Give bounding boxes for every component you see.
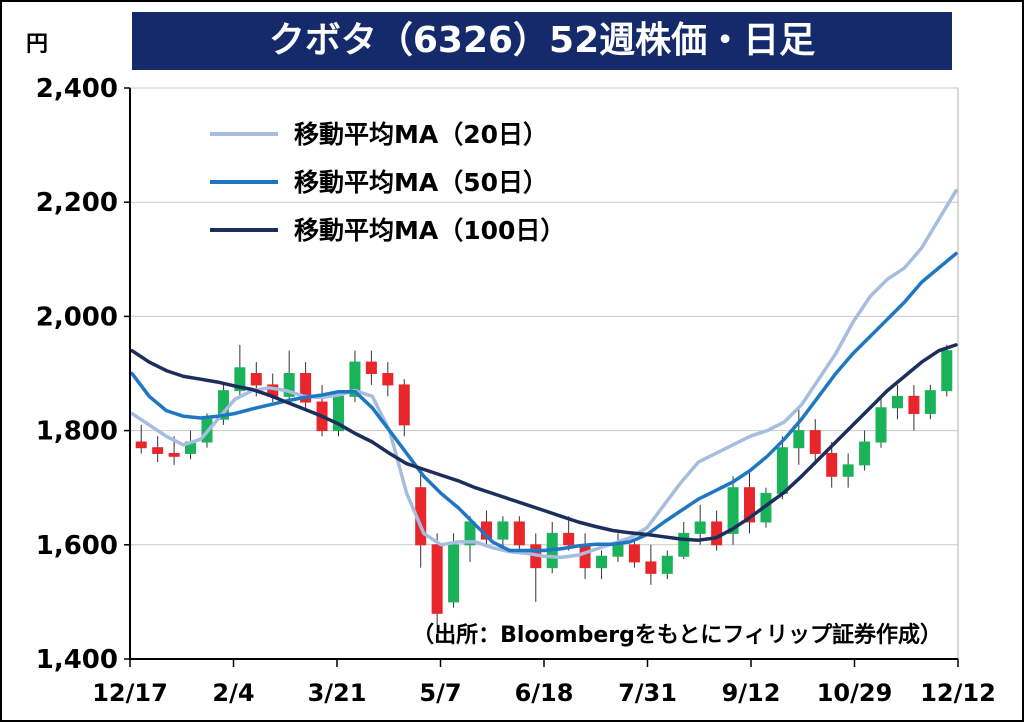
ma-line-2 bbox=[130, 343, 958, 542]
candle-down bbox=[645, 561, 657, 574]
legend-label: 移動平均MA（100日） bbox=[294, 216, 565, 245]
x-tick-label: 7/31 bbox=[618, 679, 677, 707]
candle-down bbox=[382, 373, 394, 386]
chart-title-bar: クボタ（6326）52週株価・日足 bbox=[132, 12, 952, 70]
candle-up bbox=[283, 373, 295, 397]
candle-up bbox=[727, 487, 739, 534]
y-axis-unit-label: 円 bbox=[26, 32, 49, 57]
candle-up bbox=[497, 521, 509, 540]
candle-up bbox=[349, 361, 361, 397]
candle-down bbox=[744, 487, 755, 523]
source-note: （出所：Bloombergをもとにフィリップ証券作成） bbox=[412, 622, 942, 648]
candle-up bbox=[678, 532, 690, 557]
candle-down bbox=[579, 544, 591, 569]
ma-line-0 bbox=[130, 189, 958, 560]
candle-down bbox=[908, 395, 920, 414]
legend-label: 移動平均MA（20日） bbox=[294, 120, 548, 149]
axes: 1,400 1,600 1,800 2,000 2,200 2,400 12/17 2/4 3/… bbox=[36, 74, 996, 707]
ma-line-1 bbox=[130, 251, 958, 553]
y-tick-label: 2,400 bbox=[36, 74, 118, 104]
candle-down bbox=[135, 441, 147, 449]
chart-legend: 移動平均MA（20日） 移動平均MA（50日） 移動平均MA（100日） bbox=[210, 120, 565, 245]
candle-up bbox=[694, 521, 706, 534]
candle-up bbox=[596, 555, 608, 569]
y-tick-label: 2,000 bbox=[36, 302, 118, 332]
candle-up bbox=[842, 464, 854, 477]
candle-up bbox=[941, 350, 953, 392]
x-tick-label: 2/4 bbox=[212, 679, 254, 707]
candle-up bbox=[234, 367, 246, 392]
candlesticks bbox=[135, 344, 953, 637]
candle-down bbox=[168, 452, 180, 457]
y-tick-label: 2,200 bbox=[36, 188, 118, 218]
y-tick-label: 1,800 bbox=[36, 417, 118, 447]
candle-down bbox=[398, 384, 410, 426]
candle-up bbox=[875, 407, 887, 443]
candle-down bbox=[826, 452, 838, 477]
candle-up bbox=[891, 395, 903, 409]
candle-down bbox=[809, 430, 821, 454]
candle-up bbox=[612, 544, 624, 557]
x-tick-label: 9/12 bbox=[722, 679, 781, 707]
chart-title: クボタ（6326）52週株価・日足 bbox=[268, 20, 816, 61]
x-tick-label: 3/21 bbox=[308, 679, 367, 707]
candle-down bbox=[628, 544, 640, 563]
x-tick-label: 12/12 bbox=[920, 679, 996, 707]
candle-down bbox=[300, 373, 312, 403]
candle-down bbox=[563, 532, 575, 546]
candle-up bbox=[924, 390, 936, 414]
candle-down bbox=[250, 373, 262, 386]
x-tick-label: 5/7 bbox=[419, 679, 461, 707]
candle-down bbox=[711, 521, 723, 546]
candle-down bbox=[513, 521, 525, 546]
x-tick-label: 10/29 bbox=[817, 679, 893, 707]
candle-up bbox=[793, 430, 805, 449]
candle-down bbox=[365, 361, 377, 374]
x-tick-label: 6/18 bbox=[515, 679, 574, 707]
legend-label: 移動平均MA（50日） bbox=[294, 168, 548, 197]
candle-up bbox=[448, 544, 460, 603]
candle-up bbox=[859, 441, 871, 466]
candle-up bbox=[776, 447, 788, 494]
candle-up bbox=[661, 555, 673, 574]
y-tick-label: 1,600 bbox=[36, 531, 118, 561]
candle-down bbox=[431, 544, 443, 614]
x-tick-label: 12/17 bbox=[92, 679, 168, 707]
candle-down bbox=[152, 447, 164, 454]
y-tick-label: 1,400 bbox=[36, 645, 118, 675]
moving-average-lines bbox=[130, 189, 958, 560]
